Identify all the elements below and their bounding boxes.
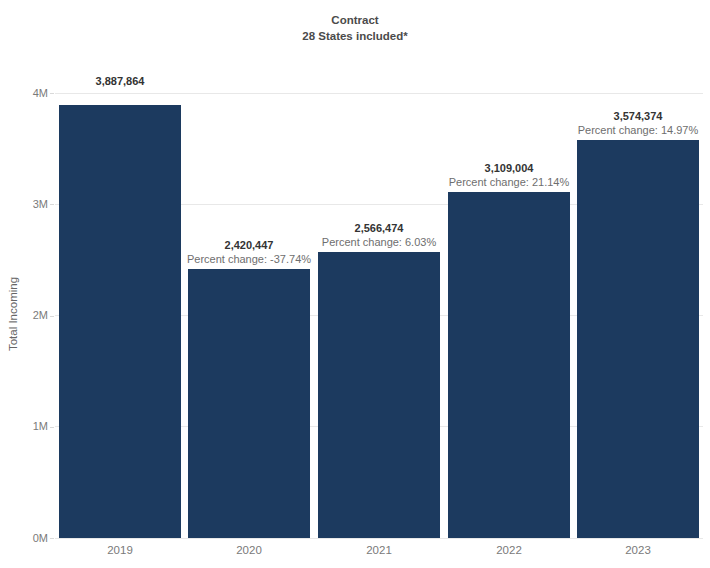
- bar-value-label: 2,566,474: [318, 222, 440, 235]
- y-axis-tick-mark: [50, 538, 54, 539]
- bar-value-label: 3,574,374: [577, 110, 699, 123]
- bar-2021[interactable]: [318, 252, 440, 538]
- y-axis-tick-mark: [50, 93, 54, 94]
- y-axis-tick-mark: [50, 316, 54, 317]
- bar-percent-change-label: Percent change: 6.03%: [298, 236, 460, 249]
- x-axis-tick-label: 2023: [577, 544, 699, 556]
- x-axis-tick-label: 2022: [448, 544, 570, 556]
- bar-percent-change-label: Percent change: -37.74%: [168, 253, 330, 266]
- plot-area: 3,887,8642,420,447Percent change: -37.74…: [55, 93, 703, 538]
- bar-2019[interactable]: [59, 105, 181, 538]
- y-axis-tick-label: 3M: [14, 198, 48, 210]
- bar-chart-page: Contract 28 States included* Total Incom…: [0, 0, 710, 568]
- x-axis-tick-label: 2021: [318, 544, 440, 556]
- y-axis-tick-mark: [50, 427, 54, 428]
- y-axis-tick-label: 0M: [14, 532, 48, 544]
- bar-2023[interactable]: [577, 140, 699, 538]
- bar-value-label: 3,887,864: [59, 75, 181, 88]
- y-axis-tick-mark: [50, 204, 54, 205]
- y-axis-tick-label: 1M: [14, 420, 48, 432]
- gridline: [55, 93, 703, 94]
- bar-percent-change-label: Percent change: 21.14%: [428, 176, 590, 189]
- x-axis-tick-label: 2019: [59, 544, 181, 556]
- chart-title: Contract: [0, 12, 710, 28]
- bar-2020[interactable]: [188, 269, 310, 538]
- x-axis-tick-label: 2020: [188, 544, 310, 556]
- bar-percent-change-label: Percent change: 14.97%: [557, 124, 710, 137]
- y-axis-tick-label: 2M: [14, 309, 48, 321]
- chart-subtitle: 28 States included*: [0, 28, 710, 44]
- bar-value-label: 2,420,447: [188, 239, 310, 252]
- bar-2022[interactable]: [448, 192, 570, 538]
- y-axis-tick-label: 4M: [14, 87, 48, 99]
- bar-value-label: 3,109,004: [448, 162, 570, 175]
